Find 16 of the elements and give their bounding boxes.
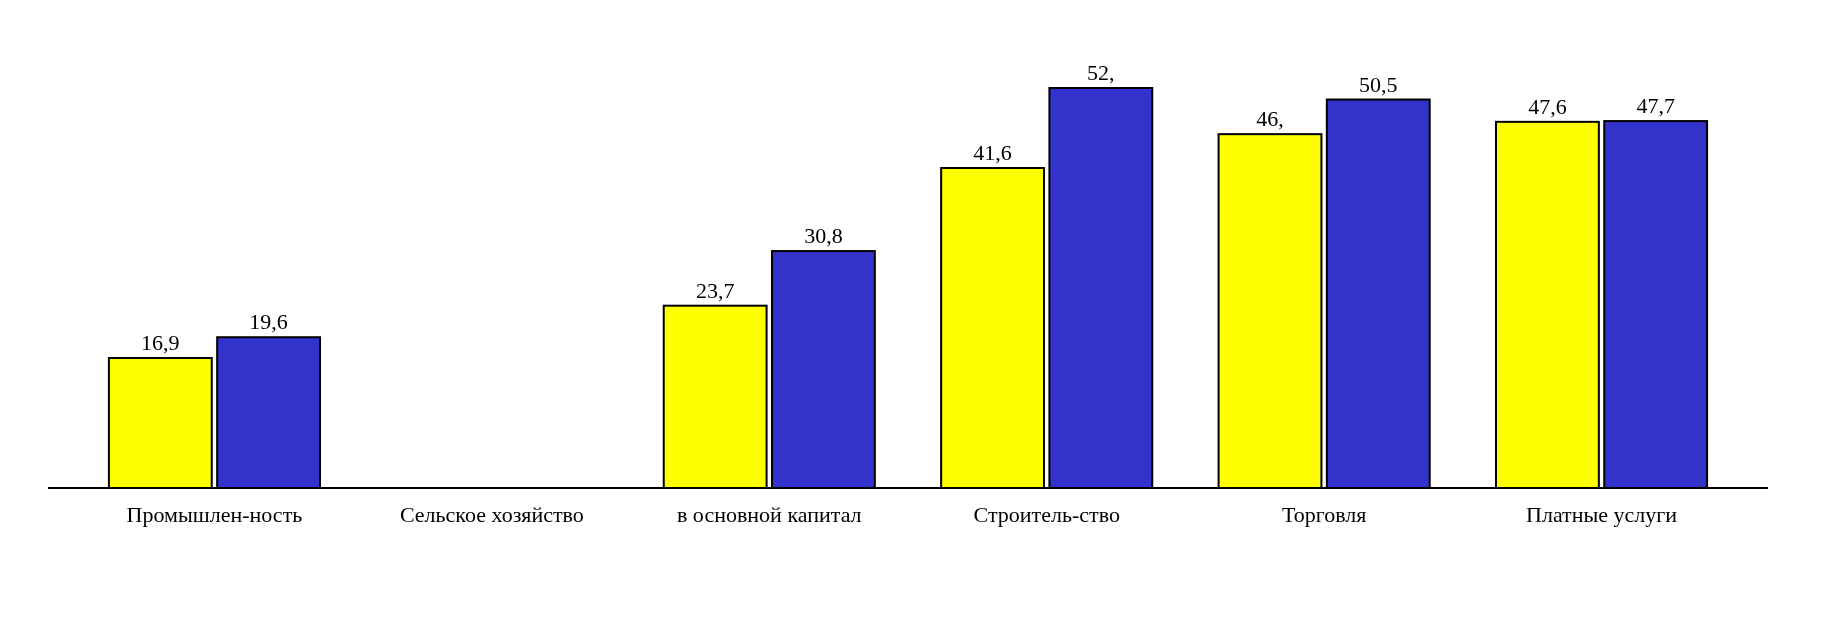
data-label: 41,6	[973, 140, 1012, 165]
data-label: 16,9	[141, 330, 180, 355]
data-label: 46,	[1256, 106, 1284, 132]
data-label: 47,7	[1636, 93, 1675, 119]
data-label: 30,8	[804, 223, 843, 249]
x-tick-label: Сельское хозяйство	[399, 502, 584, 527]
data-label: 23,7	[695, 277, 735, 303]
data-label: 19,6	[249, 309, 288, 335]
x-tick-label: Торговля	[1281, 502, 1367, 527]
x-tick-label: Платные услуги	[1526, 502, 1678, 527]
x-tick-label: в основной капитал	[676, 502, 862, 527]
data-label: 50,5	[1359, 71, 1398, 97]
data-label: 47,6	[1528, 93, 1567, 119]
data-label: 52,	[1087, 60, 1115, 85]
x-tick-label: Строитель-ство	[973, 502, 1120, 527]
x-tick-label: Промышлен-ность	[126, 502, 303, 527]
